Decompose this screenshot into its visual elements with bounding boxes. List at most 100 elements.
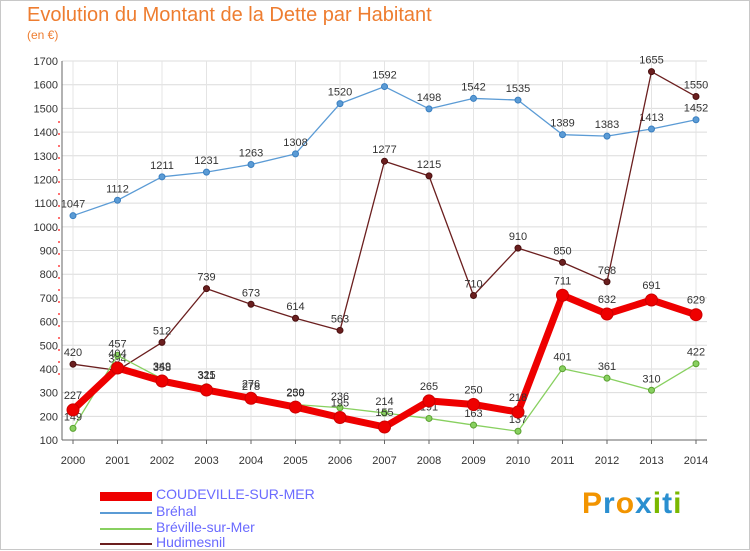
data-point-hudimesnil <box>69 360 77 368</box>
legend-swatch-hudimesnil <box>100 543 152 545</box>
data-label-hudimesnil: 512 <box>153 325 171 337</box>
data-label-hudimesnil: 614 <box>286 301 304 313</box>
data-point-hudimesnil <box>203 285 210 293</box>
data-point-hudimesnil <box>247 300 255 308</box>
x-tick-label: 2014 <box>684 455 708 467</box>
data-point-coudeville-sur-mer <box>378 420 391 434</box>
data-label-coudeville-sur-mer: 195 <box>331 397 349 409</box>
data-point-brehal <box>648 125 655 133</box>
data-label-breville-sur-mer: 278 <box>242 381 260 393</box>
data-label-coudeville-sur-mer: 404 <box>108 348 126 360</box>
data-point-hudimesnil <box>381 157 388 165</box>
data-point-brehal <box>603 132 611 140</box>
data-label-coudeville-sur-mer: 239 <box>286 387 304 399</box>
data-point-brehal <box>692 116 700 124</box>
data-label-brehal: 1263 <box>239 148 263 160</box>
data-point-hudimesnil <box>425 172 433 180</box>
y-tick-label: 1400 <box>34 127 58 139</box>
brand-letter: o <box>615 487 636 520</box>
y-tick-label: 900 <box>40 246 58 258</box>
unit-label: (en €) <box>27 28 59 42</box>
data-point-coudeville-sur-mer <box>645 293 658 307</box>
x-tick-label: 2006 <box>328 455 352 467</box>
data-label-coudeville-sur-mer: 227 <box>64 390 82 402</box>
data-label-brehal: 1308 <box>283 137 307 149</box>
data-label-hudimesnil: 910 <box>509 231 527 243</box>
data-label-brehal: 1112 <box>106 183 129 195</box>
data-label-hudimesnil: 1277 <box>372 144 396 156</box>
data-label-coudeville-sur-mer: 250 <box>464 384 482 396</box>
data-point-hudimesnil <box>514 244 522 252</box>
brand-logo: Proxiti <box>582 487 682 521</box>
data-label-breville-sur-mer: 422 <box>687 347 705 359</box>
data-label-hudimesnil: 739 <box>197 272 215 284</box>
legend-label-hudimesnil: Hudimesnil <box>156 534 226 550</box>
data-point-breville-sur-mer <box>648 386 655 394</box>
data-point-breville-sur-mer <box>470 421 477 429</box>
data-label-brehal: 1047 <box>61 199 85 211</box>
x-tick-label: 2010 <box>506 455 530 467</box>
y-tick-label: 1500 <box>34 103 58 115</box>
data-point-coudeville-sur-mer <box>333 410 347 424</box>
data-point-breville-sur-mer <box>514 427 522 435</box>
data-point-brehal <box>470 94 477 102</box>
x-tick-label: 2003 <box>194 455 218 467</box>
data-point-breville-sur-mer <box>603 374 611 382</box>
data-point-hudimesnil <box>648 68 655 76</box>
data-point-coudeville-sur-mer <box>511 405 525 419</box>
data-point-brehal <box>114 196 121 204</box>
data-label-brehal: 1413 <box>639 112 663 124</box>
legend-label-brehal: Bréhal <box>156 503 197 519</box>
data-label-coudeville-sur-mer: 349 <box>153 361 171 373</box>
y-tick-label: 200 <box>40 411 58 423</box>
data-point-hudimesnil <box>559 258 566 266</box>
data-label-hudimesnil: 850 <box>553 245 571 257</box>
y-tick-label: 100 <box>40 435 58 447</box>
data-label-coudeville-sur-mer: 276 <box>242 378 260 390</box>
data-point-breville-sur-mer <box>69 424 77 432</box>
data-label-breville-sur-mer: 361 <box>598 361 616 373</box>
data-point-breville-sur-mer <box>425 414 433 422</box>
data-label-brehal: 1231 <box>194 155 218 167</box>
y-tick-label: 400 <box>40 364 58 376</box>
data-point-coudeville-sur-mer <box>66 403 80 417</box>
data-label-breville-sur-mer: 310 <box>642 373 660 385</box>
data-point-coudeville-sur-mer <box>289 400 302 414</box>
y-tick-label: 1300 <box>34 151 58 163</box>
data-point-breville-sur-mer <box>692 360 700 368</box>
y-tick-label: 600 <box>40 317 58 329</box>
data-label-breville-sur-mer: 401 <box>553 352 571 364</box>
data-point-hudimesnil <box>336 326 344 334</box>
x-tick-label: 2013 <box>639 455 663 467</box>
data-label-breville-sur-mer: 137 <box>509 414 527 426</box>
data-label-hudimesnil: 710 <box>464 279 482 291</box>
data-point-hudimesnil <box>692 93 700 101</box>
y-tick-label: 1000 <box>34 222 58 234</box>
legend-swatch-coudeville <box>100 492 152 501</box>
data-point-hudimesnil <box>470 292 477 300</box>
x-tick-label: 2012 <box>595 455 619 467</box>
y-tick-label: 1700 <box>34 56 58 68</box>
data-point-coudeville-sur-mer <box>600 307 614 321</box>
data-label-breville-sur-mer: 214 <box>375 396 393 408</box>
x-tick-label: 2008 <box>417 455 441 467</box>
data-label-hudimesnil: 1215 <box>417 159 441 171</box>
data-point-brehal <box>203 168 210 176</box>
data-point-brehal <box>247 161 255 169</box>
y-tick-label: 1100 <box>34 198 58 210</box>
x-tick-label: 2009 <box>461 455 485 467</box>
data-point-brehal <box>69 212 77 220</box>
brand-letter: i <box>652 487 663 520</box>
x-tick-label: 2004 <box>239 455 263 467</box>
data-label-brehal: 1383 <box>595 119 619 131</box>
y-tick-label: 1600 <box>34 80 58 92</box>
data-label-coudeville-sur-mer: 632 <box>598 294 616 306</box>
x-tick-label: 2000 <box>61 455 85 467</box>
data-label-brehal: 1452 <box>684 103 708 115</box>
y-tick-label: 1200 <box>34 174 58 186</box>
data-label-hudimesnil: 563 <box>331 313 349 325</box>
data-point-breville-sur-mer <box>336 404 344 412</box>
data-label-coudeville-sur-mer: 311 <box>198 370 216 382</box>
data-label-brehal: 1520 <box>328 87 352 99</box>
